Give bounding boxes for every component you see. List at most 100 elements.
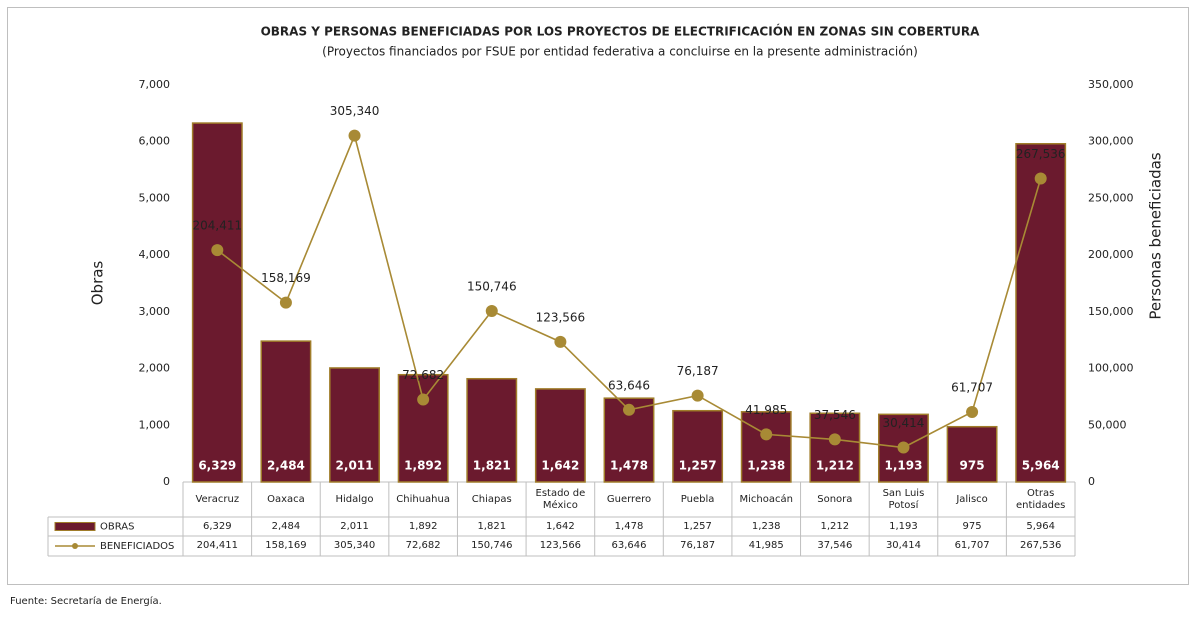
category-label-cell: Michoacán xyxy=(740,494,793,505)
line-value-label: 61,707 xyxy=(951,381,993,395)
category-label-cell: Sonora xyxy=(817,494,852,505)
bar-value-label: 1,212 xyxy=(816,459,854,473)
table-value: 2,011 xyxy=(340,520,369,532)
category-label: Otras entidades xyxy=(1015,487,1066,511)
y2-tick-label: 250,000 xyxy=(1088,191,1134,204)
table-value: 123,566 xyxy=(539,540,582,551)
table-value-cell: 150,746 xyxy=(471,540,512,551)
line-marker xyxy=(279,296,292,309)
table-value-cell: 76,187 xyxy=(680,540,716,551)
bar xyxy=(191,122,243,483)
table-value: 72,682 xyxy=(405,540,441,551)
category-label: Chihuahua xyxy=(396,493,450,505)
table-value-cell: 37,546 xyxy=(817,540,852,551)
y2-tick-label: 350,000 xyxy=(1088,78,1134,91)
y2-axis-label: Personas beneficiadas xyxy=(1147,152,1165,319)
y-tick-label: 5,000 xyxy=(139,191,171,204)
table-value: 975 xyxy=(962,520,982,532)
category-label-cell: Hidalgo xyxy=(336,494,374,505)
line-value-label: 267,536 xyxy=(1016,147,1066,161)
table-value-cell: 975 xyxy=(962,520,982,532)
chart-border xyxy=(7,7,1189,585)
category-label-cell: Jalisco xyxy=(956,493,988,505)
bar-value-label: 1,193 xyxy=(884,459,922,473)
y-tick-label: 0 xyxy=(163,475,170,488)
table-value-cell: 61,707 xyxy=(954,540,990,551)
table-value-cell: 1,642 xyxy=(546,521,575,532)
category-label-cell: Chihuahua xyxy=(396,493,450,505)
line-marker xyxy=(554,335,567,348)
category-label: Puebla xyxy=(680,493,715,505)
table-value-cell: 1,238 xyxy=(751,520,781,532)
legend-label: OBRAS xyxy=(100,522,134,533)
bar xyxy=(946,425,998,483)
line-marker xyxy=(211,244,224,257)
table-value: 305,340 xyxy=(333,540,376,551)
y2-tick-label: 0 xyxy=(1088,475,1095,488)
bar-value-label: 2,484 xyxy=(267,459,305,473)
y2-tick-label: 50,000 xyxy=(1088,418,1127,431)
bar-value-label: 2,011 xyxy=(336,459,374,473)
y2-tick-label: 200,000 xyxy=(1088,248,1134,261)
line-value-label: 37,546 xyxy=(814,408,856,422)
bar xyxy=(329,367,380,483)
category-label: Chiapas xyxy=(471,493,512,505)
table-value-cell: 2,011 xyxy=(340,520,369,532)
table-value-cell: 1,892 xyxy=(408,520,438,532)
source-note: Fuente: Secretaría de Energía. xyxy=(10,595,162,607)
legend-label: BENEFICIADOS xyxy=(100,541,174,552)
table-value: 6,329 xyxy=(202,520,232,532)
y-tick-label: 1,000 xyxy=(139,418,171,431)
table-value: 2,484 xyxy=(271,520,301,532)
bar xyxy=(740,411,792,483)
table-value: 61,707 xyxy=(954,540,990,551)
table-value: 267,536 xyxy=(1020,540,1062,551)
line-marker xyxy=(1034,172,1047,185)
table-value-cell: 6,329 xyxy=(202,520,232,532)
category-label-cell: Puebla xyxy=(680,493,715,505)
line-value-label: 41,985 xyxy=(745,403,787,417)
y-tick-label: 7,000 xyxy=(139,78,171,91)
bar-value-label: 6,329 xyxy=(198,459,236,473)
table-value: 1,892 xyxy=(408,520,438,532)
table-value-cell: 63,646 xyxy=(611,540,646,551)
bar xyxy=(672,409,724,483)
line-marker xyxy=(760,428,773,441)
y2-tick-label: 300,000 xyxy=(1088,135,1134,148)
table-value-cell: 305,340 xyxy=(333,540,376,551)
category-label-cell: Estado de México xyxy=(536,488,586,511)
y-tick-label: 4,000 xyxy=(139,248,171,261)
category-label-cell: Veracruz xyxy=(195,494,239,505)
table-value: 1,238 xyxy=(751,520,781,532)
bar xyxy=(809,412,861,483)
line-value-label: 305,340 xyxy=(330,104,380,118)
y2-tick-label: 100,000 xyxy=(1088,362,1134,375)
line-value-label: 76,187 xyxy=(677,364,719,378)
table-value: 76,187 xyxy=(680,540,716,551)
table-value-cell: 1,478 xyxy=(614,520,644,532)
y-tick-label: 2,000 xyxy=(139,362,171,375)
table-value-cell: 2,484 xyxy=(271,520,301,532)
table-value-cell: 5,964 xyxy=(1026,521,1055,532)
bar xyxy=(466,377,518,483)
table-value-cell: 1,193 xyxy=(889,521,918,532)
bar-value-label: 1,478 xyxy=(610,459,648,473)
table-value-cell: 267,536 xyxy=(1020,540,1062,551)
legend-marker xyxy=(72,543,78,549)
table-value: 1,478 xyxy=(614,520,644,532)
line-marker xyxy=(828,433,841,446)
y-tick-label: 6,000 xyxy=(139,135,171,148)
line-marker xyxy=(691,389,704,402)
y-axis-label: Obras xyxy=(89,261,107,306)
category-label: Jalisco xyxy=(956,493,988,505)
line-value-label: 204,411 xyxy=(192,219,242,233)
line-value-label: 30,414 xyxy=(882,416,924,430)
table-value-cell: 41,985 xyxy=(749,540,784,551)
table-value-cell: 204,411 xyxy=(196,540,238,551)
table-value: 204,411 xyxy=(196,540,238,551)
bar-value-label: 1,892 xyxy=(404,459,442,473)
bar-value-label: 1,821 xyxy=(473,459,511,473)
line-value-label: 123,566 xyxy=(536,310,586,324)
category-label-cell: Oaxaca xyxy=(267,494,305,505)
table-value-cell: 123,566 xyxy=(539,540,582,551)
